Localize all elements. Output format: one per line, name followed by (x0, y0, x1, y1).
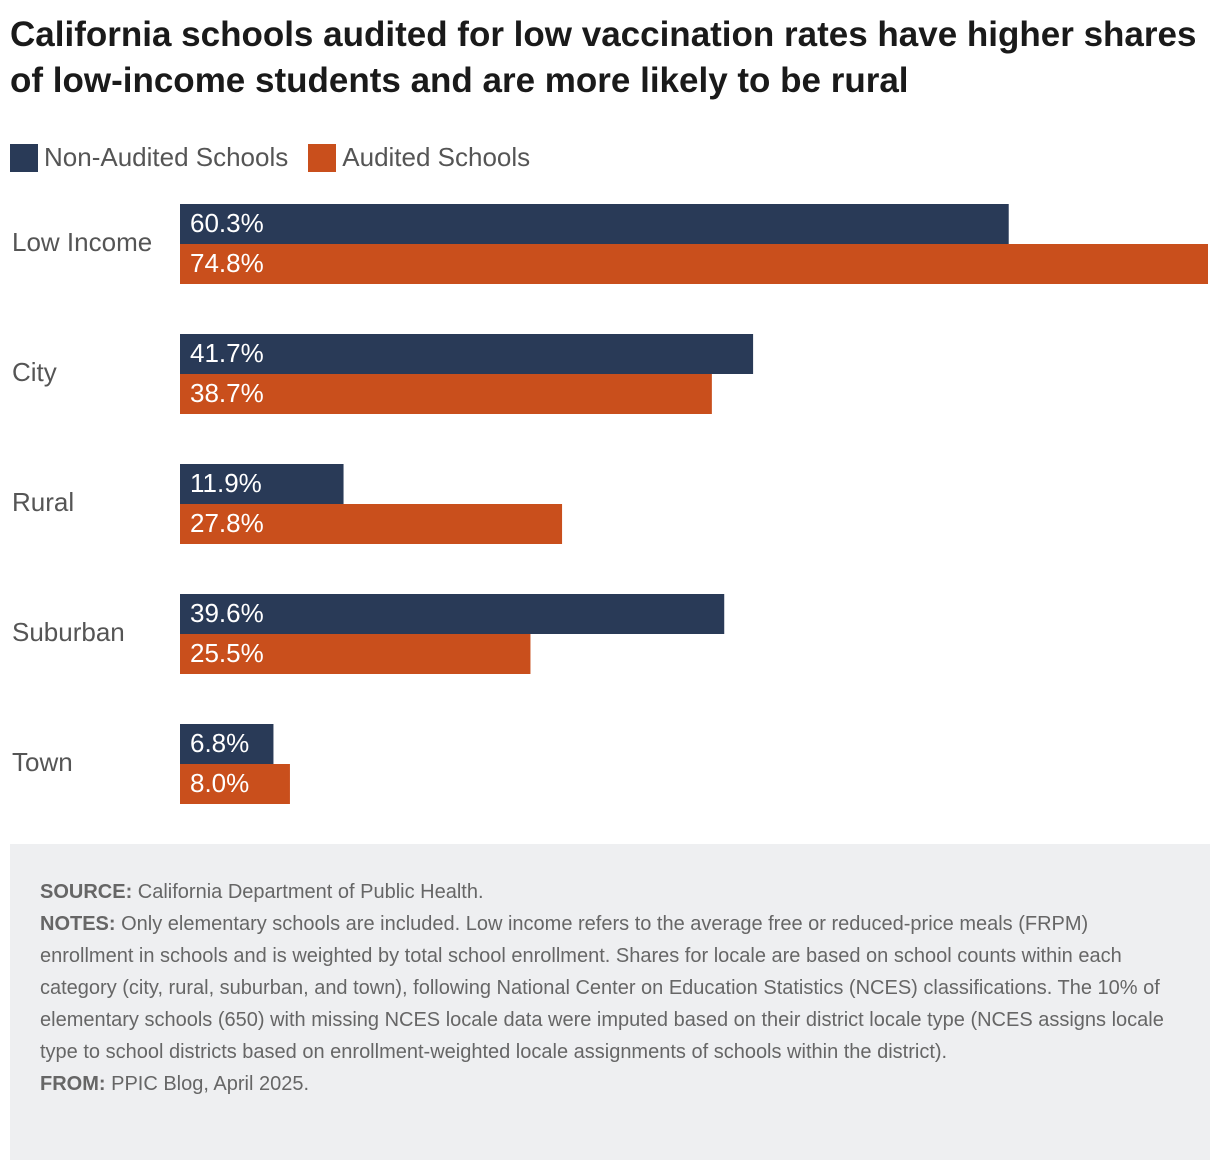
legend-item-audited: Audited Schools (308, 142, 530, 173)
bar-non-audited-rural (180, 464, 344, 504)
bar-non-audited-town (180, 724, 274, 764)
bar-value-non-audited-town: 6.8% (190, 728, 249, 758)
bar-value-non-audited-city: 41.7% (190, 338, 264, 368)
legend-label-non-audited: Non-Audited Schools (44, 142, 289, 172)
bar-non-audited-low-income (180, 204, 1009, 244)
bar-non-audited-suburban (180, 594, 725, 634)
legend-label-audited: Audited Schools (342, 142, 531, 172)
bar-value-audited-rural: 27.8% (190, 508, 264, 538)
chart-title: California schools audited for low vacci… (10, 15, 1197, 100)
bar-audited-town (180, 764, 290, 804)
bar-value-audited-low-income: 74.8% (190, 248, 264, 278)
bar-value-audited-city: 38.7% (190, 378, 264, 408)
category-label-low-income: Low Income (12, 227, 152, 257)
bar-audited-rural (180, 504, 563, 544)
bar-chart: Low Income 60.3% 74.8% City 41.7% 38.7% Rural 1… (12, 204, 1208, 804)
notes-key: NOTES: (40, 913, 116, 935)
source-text: California Department of Public Health. (132, 881, 484, 903)
category-label-suburban: Suburban (12, 617, 125, 647)
bar-value-audited-suburban: 25.5% (190, 638, 264, 668)
notes-box: SOURCE: California Department of Public … (10, 844, 1210, 1160)
bar-value-non-audited-suburban: 39.6% (190, 598, 264, 628)
bar-non-audited-city (180, 334, 754, 374)
category-label-rural: Rural (12, 487, 74, 517)
legend-item-non-audited: Non-Audited Schools (10, 142, 288, 173)
bar-audited-low-income (180, 244, 1208, 284)
source-line: SOURCE: California Department of Public … (40, 876, 1180, 908)
category-label-town: Town (12, 747, 73, 777)
from-key: FROM: (40, 1073, 106, 1095)
legend-swatch-non-audited (10, 143, 38, 172)
notes-text: Only elementary schools are included. Lo… (40, 913, 1164, 1063)
bar-value-non-audited-rural: 11.9% (190, 468, 262, 498)
bar-value-non-audited-low-income: 60.3% (190, 208, 264, 238)
bar-value-audited-town: 8.0% (190, 768, 249, 798)
from-text: PPIC Blog, April 2025. (105, 1073, 309, 1095)
from-line: FROM: PPIC Blog, April 2025. (40, 1068, 1180, 1100)
notes-line: NOTES: Only elementary schools are inclu… (40, 908, 1180, 1068)
bar-audited-suburban (180, 634, 531, 674)
category-label-city: City (12, 357, 57, 387)
bar-audited-city (180, 374, 712, 414)
source-key: SOURCE: (40, 881, 133, 903)
legend: Non-Audited Schools Audited Schools (10, 142, 550, 173)
legend-swatch-audited (308, 143, 337, 172)
